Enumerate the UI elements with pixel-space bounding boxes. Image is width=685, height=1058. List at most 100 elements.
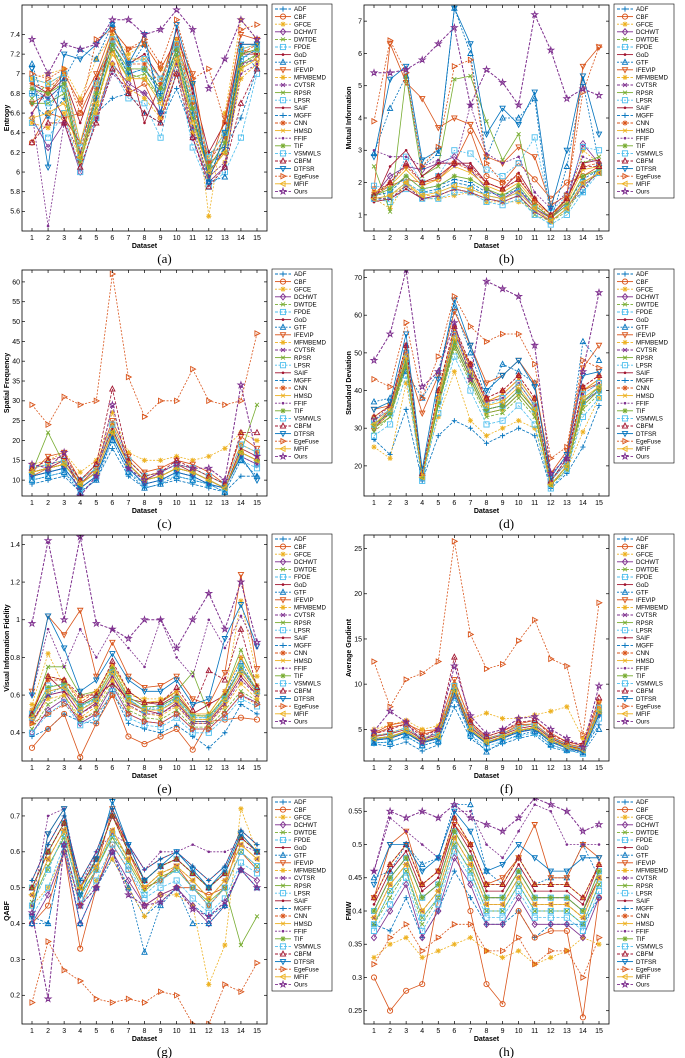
data-point: [563, 927, 570, 934]
series-line-ours: [31, 536, 258, 650]
data-point: [419, 748, 425, 754]
data-point: [401, 64, 411, 74]
data-point: [436, 876, 440, 880]
data-point: [482, 276, 491, 286]
data-point: [498, 901, 506, 908]
data-point: [253, 666, 261, 673]
x-tick-label: 9: [159, 1028, 163, 1035]
data-point: [76, 607, 84, 615]
data-point: [157, 698, 164, 706]
data-point: [28, 138, 36, 146]
data-point: [499, 895, 506, 901]
data-point: [45, 421, 52, 428]
x-tick-label: 12: [547, 500, 555, 507]
legend-marker: [623, 846, 627, 849]
y-tick-label: 25: [12, 418, 20, 425]
data-point: [546, 736, 554, 744]
legend-entry-gfce: GFCE: [636, 551, 653, 558]
y-tick-label: 35: [12, 378, 20, 385]
data-point: [45, 75, 52, 83]
data-point: [223, 646, 227, 650]
data-point: [28, 728, 36, 737]
data-point: [206, 713, 212, 719]
data-point: [579, 933, 587, 942]
x-tick-label: 2: [388, 500, 392, 507]
legend-entry-adf: ADF: [294, 271, 307, 278]
data-point: [385, 68, 395, 77]
legend-entry-ours: Ours: [636, 719, 649, 726]
data-point: [595, 147, 603, 154]
x-axis-label: Dataset: [474, 243, 500, 250]
data-point: [141, 469, 148, 477]
data-point: [547, 907, 554, 915]
data-point: [403, 406, 409, 412]
data-point: [516, 418, 522, 424]
data-point: [222, 703, 228, 709]
legend-marker: [622, 286, 628, 292]
data-point: [108, 669, 115, 676]
legend-entry-adf: ADF: [294, 536, 307, 543]
data-point: [253, 55, 260, 63]
x-tick-label: 5: [436, 500, 440, 507]
data-point: [499, 386, 506, 394]
legend-marker: [622, 551, 628, 557]
data-point: [204, 463, 214, 472]
data-point: [28, 114, 35, 122]
x-tick-label: 8: [485, 765, 489, 772]
legend-marker: [279, 308, 287, 316]
data-point: [516, 882, 521, 887]
legend-entry-dchwt: DCHWT: [636, 822, 659, 829]
legend-box: [271, 796, 333, 992]
data-point: [28, 729, 36, 736]
data-point: [515, 402, 522, 409]
legend-marker: [621, 680, 629, 687]
y-tick-label: 0.3: [10, 957, 20, 964]
legend-marker: [621, 323, 629, 330]
x-tick-label: 11: [189, 765, 196, 772]
data-point: [254, 701, 261, 708]
x-tick-label: 13: [563, 1028, 571, 1035]
legend-marker: [279, 362, 287, 369]
data-point: [451, 920, 459, 928]
legend-marker: [621, 696, 629, 703]
x-tick-label: 15: [595, 1028, 603, 1035]
data-point: [595, 860, 603, 868]
data-point: [434, 394, 441, 402]
data-point: [238, 691, 245, 699]
x-tick-label: 4: [78, 1028, 82, 1035]
data-point: [157, 683, 164, 690]
x-tick-label: 7: [468, 500, 472, 507]
legend-marker: [622, 393, 628, 398]
data-point: [562, 733, 572, 743]
legend-entry-fpde: FPDE: [636, 44, 653, 51]
legend-marker: [279, 543, 287, 550]
data-point: [45, 938, 52, 945]
data-point: [498, 724, 507, 734]
legend-marker: [621, 180, 628, 188]
data-point: [467, 121, 474, 129]
data-point: [173, 22, 180, 29]
data-point: [434, 867, 442, 874]
legend-entry-saif: SAIF: [636, 370, 650, 377]
data-point: [531, 380, 539, 387]
legend-box: [271, 268, 333, 464]
x-axis-label: Dataset: [474, 1036, 500, 1043]
panel-caption: (f): [500, 781, 513, 796]
data-point: [581, 903, 585, 906]
data-point: [189, 81, 197, 88]
data-point: [499, 403, 506, 409]
data-point: [205, 902, 212, 909]
data-point: [516, 934, 523, 941]
x-tick-label: 11: [531, 500, 538, 507]
data-point: [237, 99, 245, 106]
data-point: [237, 669, 244, 676]
data-point: [469, 809, 472, 813]
data-point: [516, 183, 522, 189]
data-point: [108, 429, 115, 436]
legend-entry-ffif: FFIF: [294, 400, 307, 407]
legend-entry-ifevip: IFEVIP: [636, 332, 656, 339]
data-point: [222, 694, 228, 700]
data-point: [189, 884, 196, 891]
y-tick-label: 6.4: [10, 130, 20, 137]
